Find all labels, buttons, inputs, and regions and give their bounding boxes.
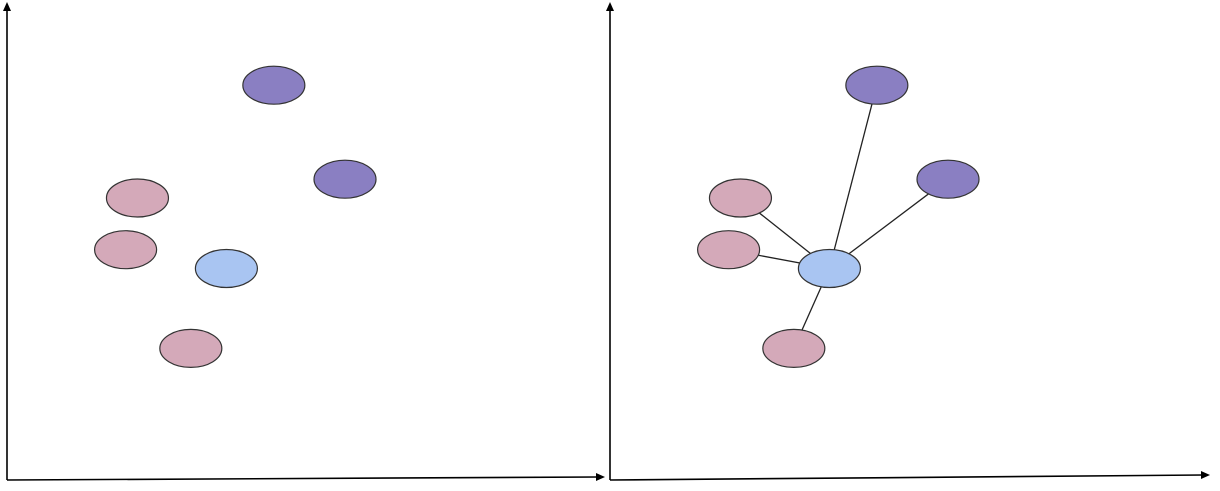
right-panel [606, 2, 1210, 481]
left-pink-point-6 [159, 328, 223, 368]
left-purple-point-2 [313, 159, 377, 199]
right-pink-point-3 [708, 178, 773, 218]
right-purple-point-2 [916, 159, 980, 199]
right-neighbor-edge-1 [828, 85, 878, 269]
right-points [696, 65, 980, 368]
left-pink-point-3 [105, 178, 170, 218]
right-purple-point-1 [845, 65, 909, 105]
right-edges [728, 85, 949, 349]
left-x-axis [6, 476, 599, 481]
left-purple-point-1 [242, 65, 306, 105]
left-pink-point-4 [93, 230, 158, 270]
left-panel [3, 2, 605, 481]
left-y-axis-arrow [3, 2, 11, 11]
right-y-axis-arrow [606, 2, 614, 11]
right-pink-point-6 [762, 328, 826, 368]
left-points [93, 65, 377, 368]
left-query-point-5 [194, 248, 259, 289]
right-x-axis [609, 474, 1204, 481]
right-x-axis-arrow [1201, 471, 1210, 479]
right-query-point-5 [797, 248, 862, 289]
left-x-axis-arrow [596, 473, 605, 481]
right-pink-point-4 [696, 230, 761, 270]
